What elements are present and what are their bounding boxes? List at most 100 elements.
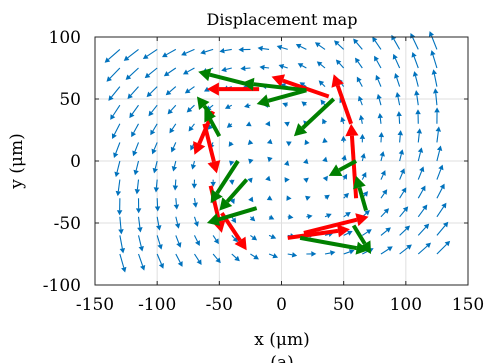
field-arrow-shaft <box>189 104 195 110</box>
field-arrow <box>132 142 140 157</box>
field-arrow-head <box>190 164 197 170</box>
red-arrow-head <box>355 213 369 227</box>
field-arrow-head <box>129 112 135 119</box>
field-arrow <box>377 112 384 124</box>
field-arrow-head <box>229 179 235 186</box>
field-arrow-head <box>244 102 250 109</box>
field-arrow-shaft <box>281 46 288 50</box>
field-arrow-head <box>132 150 138 157</box>
field-arrow <box>125 67 139 80</box>
field-arrow-head <box>104 57 111 63</box>
field-arrow-head <box>140 264 146 271</box>
field-arrow-head <box>322 175 328 182</box>
field-arrow <box>399 206 409 218</box>
field-arrow <box>286 195 292 201</box>
field-arrow-head <box>144 72 151 79</box>
field-arrow-head <box>442 221 449 228</box>
field-arrow <box>229 160 235 166</box>
field-arrow-head <box>435 126 442 132</box>
green-arrow <box>210 159 240 204</box>
field-arrow-shaft <box>212 235 217 241</box>
field-arrow-head <box>360 152 366 159</box>
field-arrow-head <box>345 211 351 218</box>
field-arrow-head <box>441 202 447 209</box>
field-arrow-shaft <box>225 67 232 70</box>
field-arrow-head <box>142 53 149 60</box>
field-arrow-head <box>311 251 317 257</box>
field-arrow <box>278 63 288 70</box>
field-arrow-shaft <box>192 160 196 165</box>
field-arrow-head <box>152 167 158 174</box>
field-arrow <box>395 92 401 106</box>
field-arrow-shaft <box>166 48 177 56</box>
field-arrow-head <box>341 154 347 161</box>
field-arrow <box>398 149 405 162</box>
field-arrow-shaft <box>380 248 389 255</box>
field-arrow-head <box>115 190 122 197</box>
field-arrow-head <box>108 95 114 101</box>
field-arrow <box>137 253 146 271</box>
field-arrow <box>265 120 271 127</box>
field-arrow <box>113 142 121 159</box>
field-arrow-head <box>422 204 428 211</box>
field-arrow <box>299 82 307 88</box>
green-arrow-shaft <box>217 206 258 222</box>
green-arrow <box>256 88 307 108</box>
field-arrow-shaft <box>135 160 140 171</box>
field-arrow-head <box>127 93 133 99</box>
field-arrow <box>356 76 363 87</box>
field-arrow-shaft <box>108 48 121 60</box>
field-arrow <box>372 36 382 50</box>
x-tick-label: 100 <box>390 295 422 315</box>
field-arrow <box>186 104 195 113</box>
field-arrow-shaft <box>112 104 121 117</box>
field-arrow-head <box>165 89 172 96</box>
field-arrow-shaft <box>115 142 121 154</box>
field-arrow <box>414 90 420 106</box>
red-arrow-shaft <box>335 84 354 125</box>
field-arrow <box>392 53 401 69</box>
field-arrow-shaft <box>436 131 439 143</box>
field-arrow-head <box>116 210 123 216</box>
green-arrow-head <box>196 96 210 111</box>
field-arrow-head <box>372 36 378 43</box>
field-arrow-head <box>359 133 366 139</box>
field-arrow-head <box>257 45 263 52</box>
field-arrow-head <box>154 206 161 212</box>
field-arrow <box>163 67 177 77</box>
field-arrow <box>193 235 200 246</box>
field-arrow-head <box>282 102 288 108</box>
field-arrow-shaft <box>268 253 274 257</box>
field-arrow-head <box>146 91 153 98</box>
field-arrow <box>116 198 123 216</box>
field-arrow <box>343 249 355 255</box>
green-arrow-shaft <box>267 88 307 103</box>
green-arrow-head <box>293 123 308 137</box>
field-arrow-shaft <box>231 235 236 239</box>
field-arrow-head <box>299 82 306 88</box>
field-arrow-head <box>357 95 364 102</box>
field-arrow <box>340 116 346 124</box>
chart-title: Displacement map <box>207 10 358 29</box>
field-arrow <box>417 204 428 218</box>
field-arrow-head <box>210 181 216 187</box>
field-arrow-head <box>231 217 237 224</box>
field-arrow-head <box>110 114 116 120</box>
field-arrow-head <box>224 104 231 109</box>
field-arrow <box>324 250 336 256</box>
field-arrow <box>111 123 121 139</box>
field-arrow-head <box>118 229 124 235</box>
field-arrow <box>436 183 445 199</box>
field-arrow-shaft <box>414 75 419 87</box>
field-arrow-shaft <box>435 93 438 106</box>
field-arrow-shaft <box>324 197 327 199</box>
green-arrow <box>353 175 368 212</box>
field-arrow-head <box>265 175 271 182</box>
field-arrow <box>266 195 273 201</box>
field-arrow <box>324 194 330 200</box>
field-arrow-head <box>430 50 436 56</box>
field-arrow-shaft <box>151 104 158 113</box>
green-arrow-shaft <box>215 159 240 195</box>
field-arrow <box>221 66 232 73</box>
field-arrow-shaft <box>175 198 177 205</box>
